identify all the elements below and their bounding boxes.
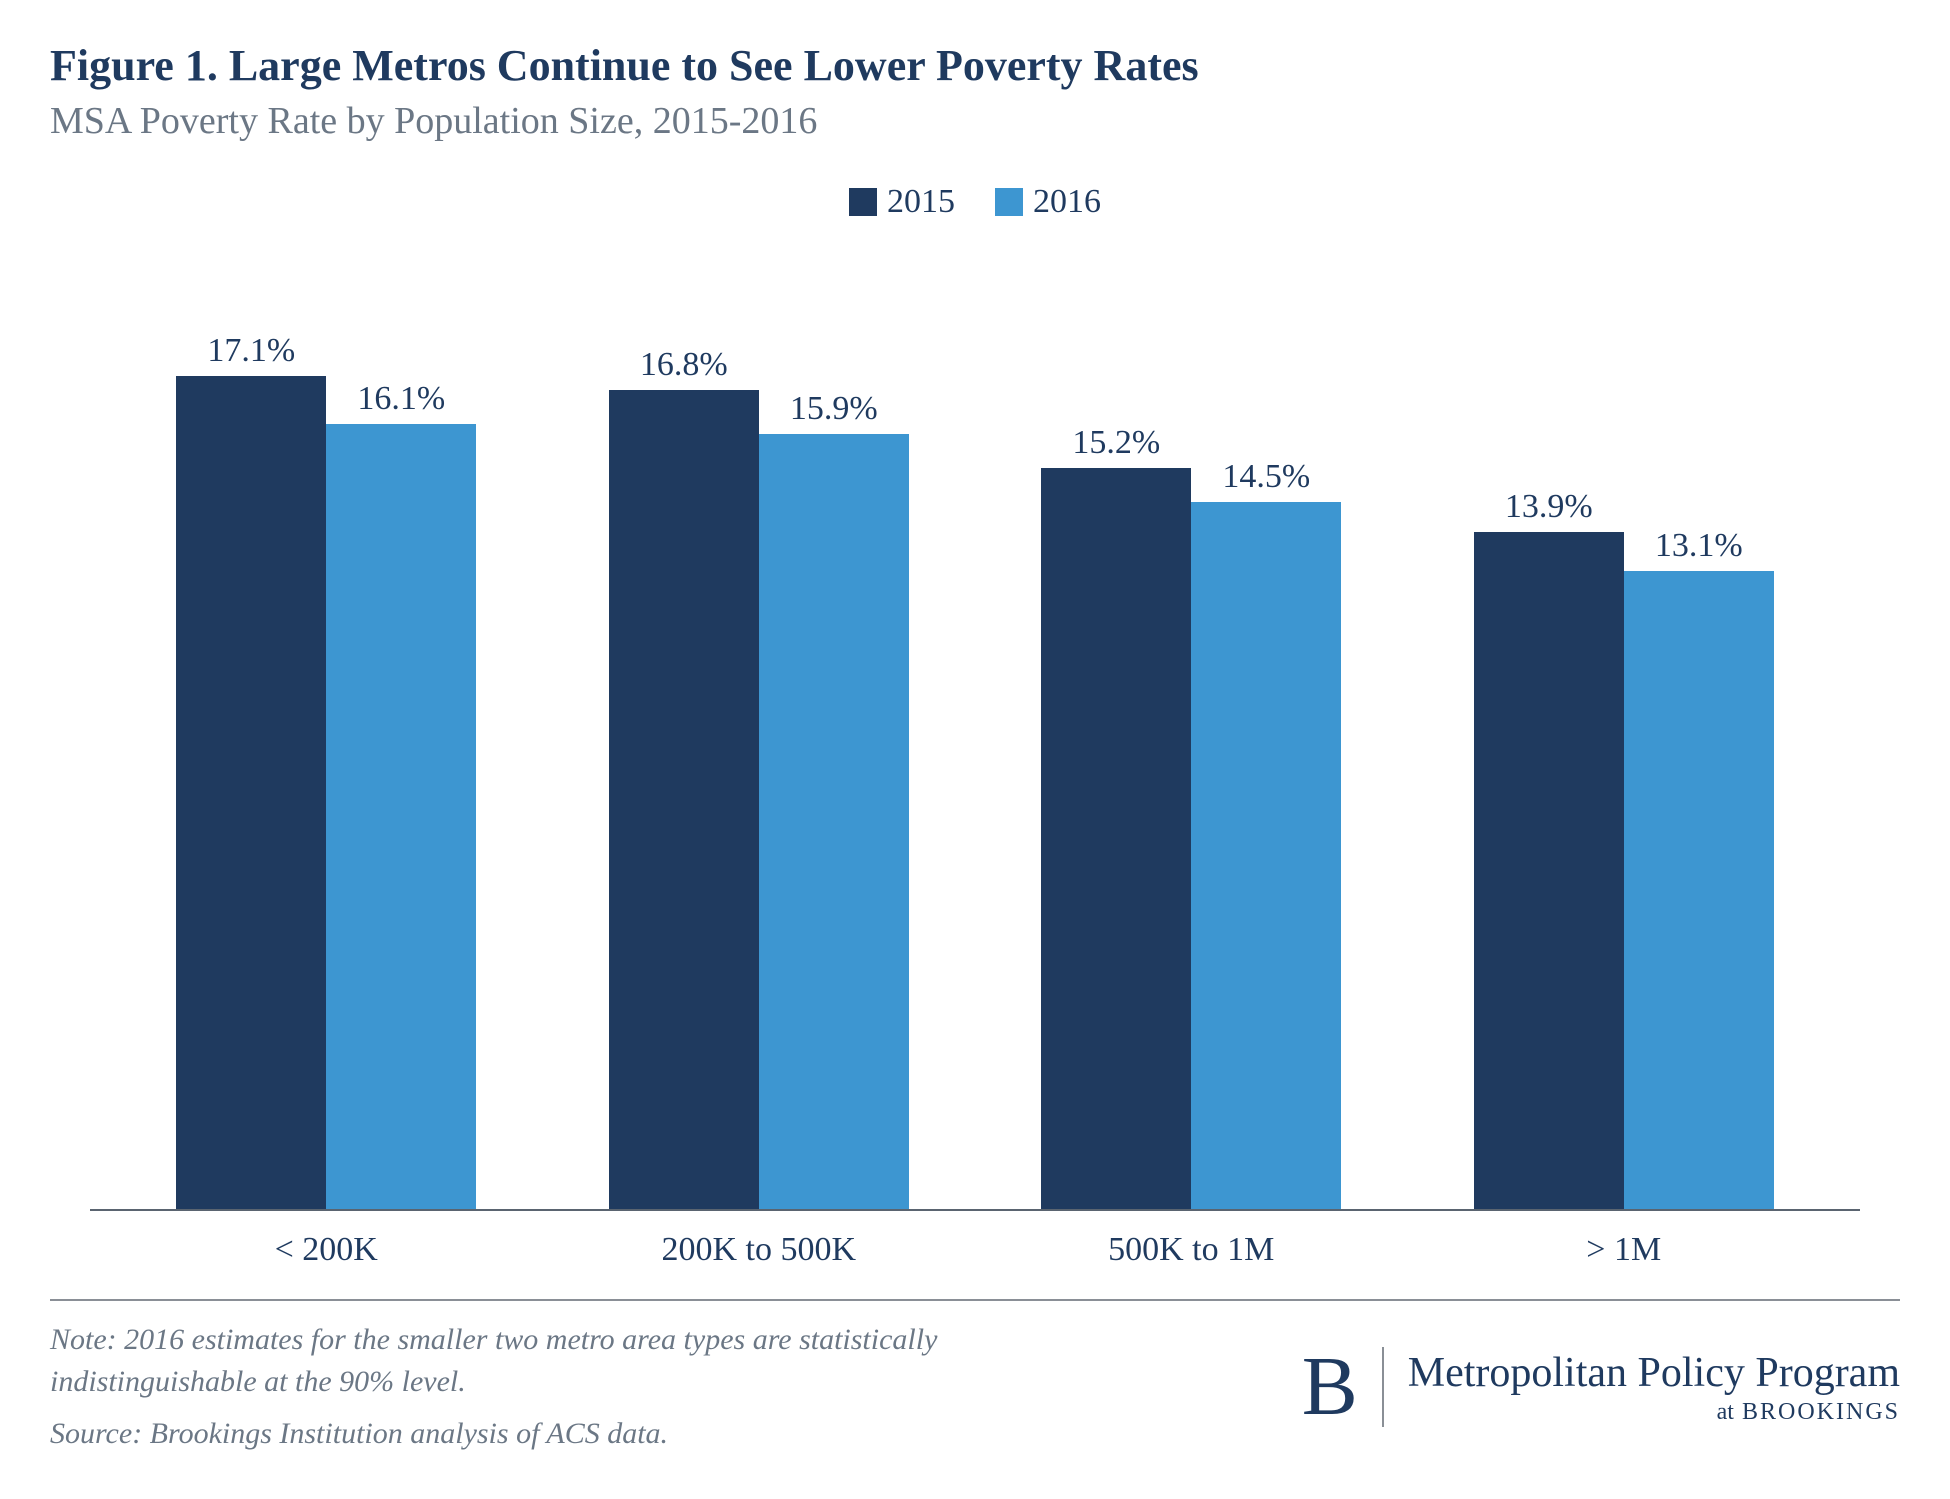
legend-label-2015: 2015 (887, 183, 955, 221)
brand-divider (1382, 1347, 1384, 1427)
bar (1624, 571, 1774, 1209)
brand-sub-name: BROOKINGS (1742, 1399, 1900, 1425)
x-axis-label: > 1M (1474, 1231, 1774, 1269)
footer-divider (50, 1299, 1900, 1301)
bar-group: 16.8% 15.9% (609, 231, 909, 1209)
bar (1041, 468, 1191, 1209)
bar-wrap: 17.1% (176, 231, 326, 1209)
bar-value-label: 13.9% (1505, 488, 1593, 526)
bar (326, 424, 476, 1209)
figure-subtitle: MSA Poverty Rate by Population Size, 201… (50, 99, 1900, 143)
brand-sub-prefix: at (1717, 1399, 1734, 1425)
bar-value-label: 15.9% (790, 390, 878, 428)
bar-wrap: 15.2% (1041, 231, 1191, 1209)
footnote-source: Source: Brookings Institution analysis o… (50, 1413, 950, 1455)
bar-wrap: 13.1% (1624, 231, 1774, 1209)
bar-value-label: 17.1% (207, 332, 295, 370)
x-axis-label: 500K to 1M (1041, 1231, 1341, 1269)
bar (1474, 532, 1624, 1209)
brand-sub: at BROOKINGS (1408, 1399, 1900, 1426)
bar-wrap: 16.1% (326, 231, 476, 1209)
bar (609, 390, 759, 1209)
bar-wrap: 13.9% (1474, 231, 1624, 1209)
bar (176, 376, 326, 1209)
bar-group: 15.2% 14.5% (1041, 231, 1341, 1209)
chart-plot-area: 17.1% 16.1% 16.8% 15.9% 15.2% 14.5% 13.9% 13.1% (90, 231, 1860, 1211)
bar-value-label: 16.1% (357, 380, 445, 418)
brand-text: Metropolitan Policy Program at BROOKINGS (1408, 1349, 1900, 1426)
brand-logo-letter: B (1302, 1345, 1358, 1429)
bar (759, 434, 909, 1209)
bar-value-label: 13.1% (1655, 527, 1743, 565)
bar-group: 13.9% 13.1% (1474, 231, 1774, 1209)
brand-main: Metropolitan Policy Program (1408, 1349, 1900, 1397)
bar-wrap: 15.9% (759, 231, 909, 1209)
bar-group: 17.1% 16.1% (176, 231, 476, 1209)
footnote: Note: 2016 estimates for the smaller two… (50, 1319, 950, 1455)
x-axis-label: < 200K (176, 1231, 476, 1269)
footer: Note: 2016 estimates for the smaller two… (50, 1319, 1900, 1455)
legend-swatch-2016 (995, 188, 1023, 216)
chart-x-axis: < 200K 200K to 500K 500K to 1M > 1M (90, 1231, 1860, 1269)
bar-value-label: 15.2% (1072, 424, 1160, 462)
x-axis-label: 200K to 500K (609, 1231, 909, 1269)
brand-block: B Metropolitan Policy Program at BROOKIN… (1302, 1345, 1900, 1429)
bar-value-label: 14.5% (1222, 458, 1310, 496)
bar-wrap: 16.8% (609, 231, 759, 1209)
bar (1191, 502, 1341, 1209)
legend-item-2015: 2015 (849, 183, 955, 221)
bar-value-label: 16.8% (640, 346, 728, 384)
bar-wrap: 14.5% (1191, 231, 1341, 1209)
figure-title: Figure 1. Large Metros Continue to See L… (50, 40, 1900, 91)
legend-item-2016: 2016 (995, 183, 1101, 221)
footnote-note: Note: 2016 estimates for the smaller two… (50, 1319, 950, 1403)
legend-swatch-2015 (849, 188, 877, 216)
legend-label-2016: 2016 (1033, 183, 1101, 221)
chart-legend: 2015 2016 (50, 183, 1900, 221)
